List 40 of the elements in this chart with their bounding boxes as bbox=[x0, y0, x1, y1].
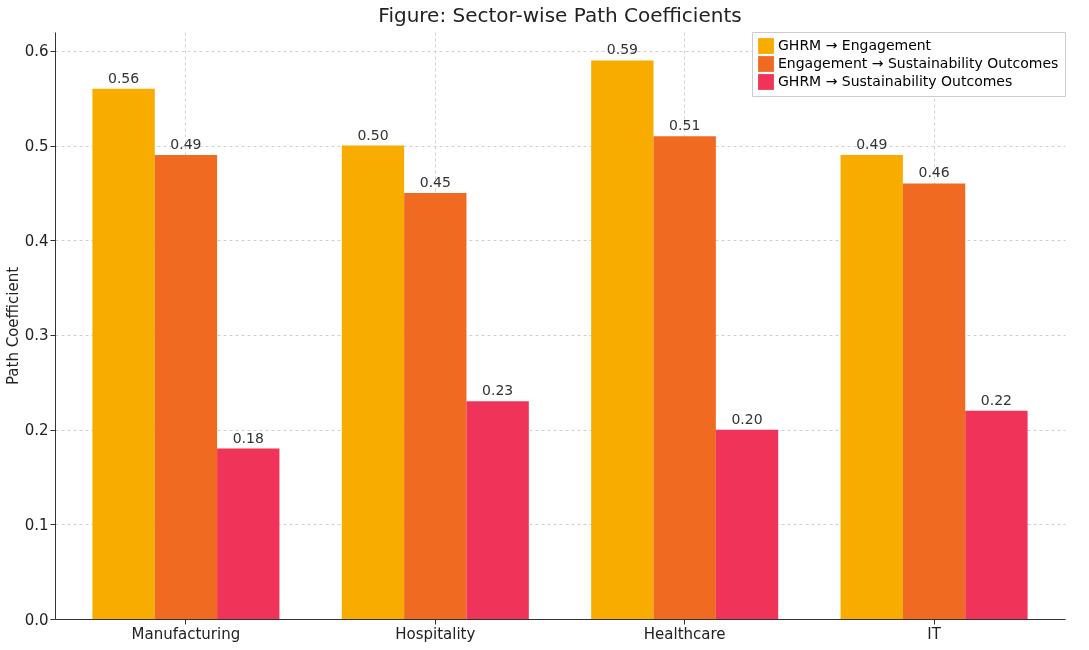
y-tick-label: 0.4 bbox=[24, 231, 49, 250]
y-tick-label: 0.1 bbox=[24, 515, 49, 534]
bar bbox=[965, 410, 1028, 619]
bar bbox=[341, 145, 405, 619]
y-tick-label: 0.5 bbox=[24, 137, 49, 156]
data-label: 0.59 bbox=[606, 41, 638, 58]
data-label: 0.20 bbox=[731, 410, 763, 427]
y-tick-label: 0.0 bbox=[24, 610, 49, 629]
x-tick-label: IT bbox=[927, 624, 942, 643]
x-tick-label: Healthcare bbox=[643, 624, 726, 643]
bar bbox=[653, 136, 716, 619]
x-tick-label: Manufacturing bbox=[131, 624, 241, 643]
bar bbox=[840, 155, 903, 619]
data-label: 0.49 bbox=[170, 136, 202, 153]
data-label: 0.45 bbox=[419, 173, 451, 190]
data-label: 0.23 bbox=[482, 382, 514, 399]
bar bbox=[591, 60, 654, 619]
data-label: 0.18 bbox=[232, 429, 264, 446]
x-tick-label: Hospitality bbox=[395, 624, 476, 643]
bar bbox=[902, 183, 966, 619]
y-axis-title: Path Coefficient bbox=[3, 266, 22, 386]
y-tick-label: 0.2 bbox=[24, 421, 49, 440]
data-label: 0.50 bbox=[357, 126, 389, 143]
data-label: 0.46 bbox=[918, 164, 950, 181]
bar bbox=[404, 192, 467, 619]
bar bbox=[466, 401, 529, 619]
data-label: 0.56 bbox=[107, 69, 140, 86]
bar bbox=[92, 88, 155, 619]
legend-label: GHRM → Engagement bbox=[778, 37, 932, 53]
legend-label: GHRM → Sustainability Outcomes bbox=[778, 73, 1013, 89]
bar bbox=[217, 448, 280, 619]
chart-title: Figure: Sector-wise Path Coefficients bbox=[378, 2, 742, 27]
y-tick-label: 0.6 bbox=[24, 42, 49, 61]
bar bbox=[154, 155, 218, 619]
y-tick-label: 0.3 bbox=[24, 326, 49, 345]
data-label: 0.51 bbox=[669, 117, 701, 134]
bar bbox=[715, 429, 779, 619]
data-label: 0.22 bbox=[980, 391, 1013, 408]
legend-label: Engagement → Sustainability Outcomes bbox=[778, 55, 1059, 71]
data-label: 0.49 bbox=[856, 136, 888, 153]
